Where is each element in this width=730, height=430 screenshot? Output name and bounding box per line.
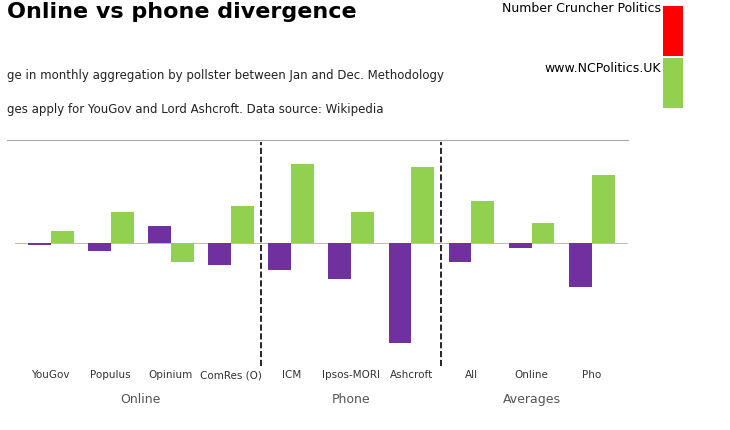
- Bar: [231, 206, 254, 243]
- Bar: [171, 243, 193, 262]
- Bar: [269, 243, 291, 270]
- Text: ge in monthly aggregation by pollster between Jan and Dec. Methodology: ge in monthly aggregation by pollster be…: [7, 69, 445, 82]
- Bar: [412, 167, 434, 243]
- Bar: [449, 243, 472, 262]
- Bar: [148, 226, 171, 243]
- Text: Online vs phone divergence: Online vs phone divergence: [7, 2, 357, 22]
- Bar: [472, 200, 494, 243]
- Bar: [592, 175, 615, 243]
- Bar: [291, 164, 314, 243]
- Bar: [208, 243, 231, 265]
- Text: Number Cruncher Politics: Number Cruncher Politics: [502, 2, 661, 15]
- Text: Online: Online: [120, 393, 161, 406]
- Bar: [569, 243, 592, 287]
- Text: www.NCPolitics.UK: www.NCPolitics.UK: [544, 62, 661, 75]
- Bar: [351, 212, 374, 243]
- Text: Phone: Phone: [332, 393, 371, 406]
- Bar: [50, 231, 74, 243]
- Bar: [88, 243, 111, 251]
- Bar: [28, 243, 50, 245]
- Bar: [111, 212, 134, 243]
- Text: ges apply for YouGov and Lord Ashcroft. Data source: Wikipedia: ges apply for YouGov and Lord Ashcroft. …: [7, 103, 384, 116]
- Bar: [509, 243, 531, 248]
- Text: Averages: Averages: [503, 393, 561, 406]
- Bar: [388, 243, 412, 343]
- Bar: [531, 223, 555, 243]
- Bar: [328, 243, 351, 279]
